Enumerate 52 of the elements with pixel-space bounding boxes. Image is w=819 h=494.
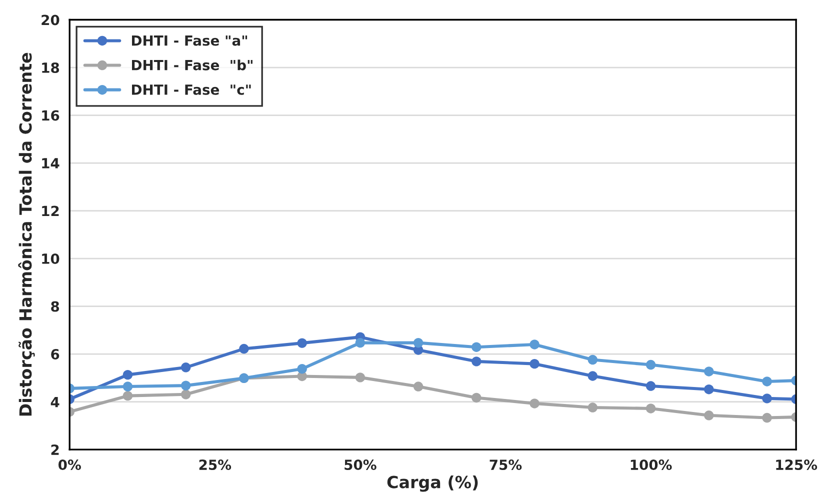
legend-label: DHTI - Fase "c" xyxy=(132,84,251,95)
y-tick-label: 16 xyxy=(42,110,60,121)
point xyxy=(180,362,191,372)
point xyxy=(413,338,424,348)
point xyxy=(472,392,482,403)
x-axis-title: Carga (%) xyxy=(387,475,478,492)
y-tick-label: 4 xyxy=(50,396,60,408)
point xyxy=(762,412,772,423)
point xyxy=(180,380,191,390)
point xyxy=(122,382,133,392)
point xyxy=(355,372,366,382)
legend-label: DHTI - Fase "a" xyxy=(132,35,248,46)
point xyxy=(472,356,482,366)
point xyxy=(530,340,540,350)
point xyxy=(646,381,656,391)
point xyxy=(122,390,133,401)
point xyxy=(530,358,540,369)
point xyxy=(646,404,656,414)
y-tick-label: 12 xyxy=(42,206,59,216)
point xyxy=(530,398,540,408)
point xyxy=(588,354,598,365)
x-tick-label: 100% xyxy=(630,460,672,470)
y-tick-label: 20 xyxy=(42,14,60,26)
point xyxy=(355,338,366,348)
y-tick-label: 18 xyxy=(42,62,60,73)
point xyxy=(762,394,772,404)
x-tick-label: 125% xyxy=(776,460,818,470)
x-tick-label: 0% xyxy=(58,460,81,470)
y-tick-label: 10 xyxy=(42,253,60,264)
point xyxy=(297,338,307,348)
y-tick-label: 2 xyxy=(51,444,59,455)
y-tick-label: 14 xyxy=(42,158,60,168)
point xyxy=(704,384,714,394)
y-tick-label: 6 xyxy=(51,349,60,360)
point xyxy=(122,370,133,380)
legend-label: DHTI - Fase "b" xyxy=(132,60,252,70)
point xyxy=(180,390,191,400)
point xyxy=(472,342,482,352)
point xyxy=(297,364,307,374)
point xyxy=(588,402,598,412)
point xyxy=(239,344,249,354)
point xyxy=(704,410,714,420)
point xyxy=(704,366,714,376)
x-tick-label: 75% xyxy=(490,460,522,470)
point xyxy=(646,360,656,370)
x-tick-label: 25% xyxy=(199,460,232,470)
point xyxy=(413,382,424,392)
x-tick-label: 50% xyxy=(344,460,376,470)
y-tick-label: 8 xyxy=(51,301,60,312)
y-axis-title: Distorção Harmônica Total da Corrente xyxy=(18,52,35,416)
point xyxy=(762,376,772,386)
point xyxy=(588,371,598,381)
